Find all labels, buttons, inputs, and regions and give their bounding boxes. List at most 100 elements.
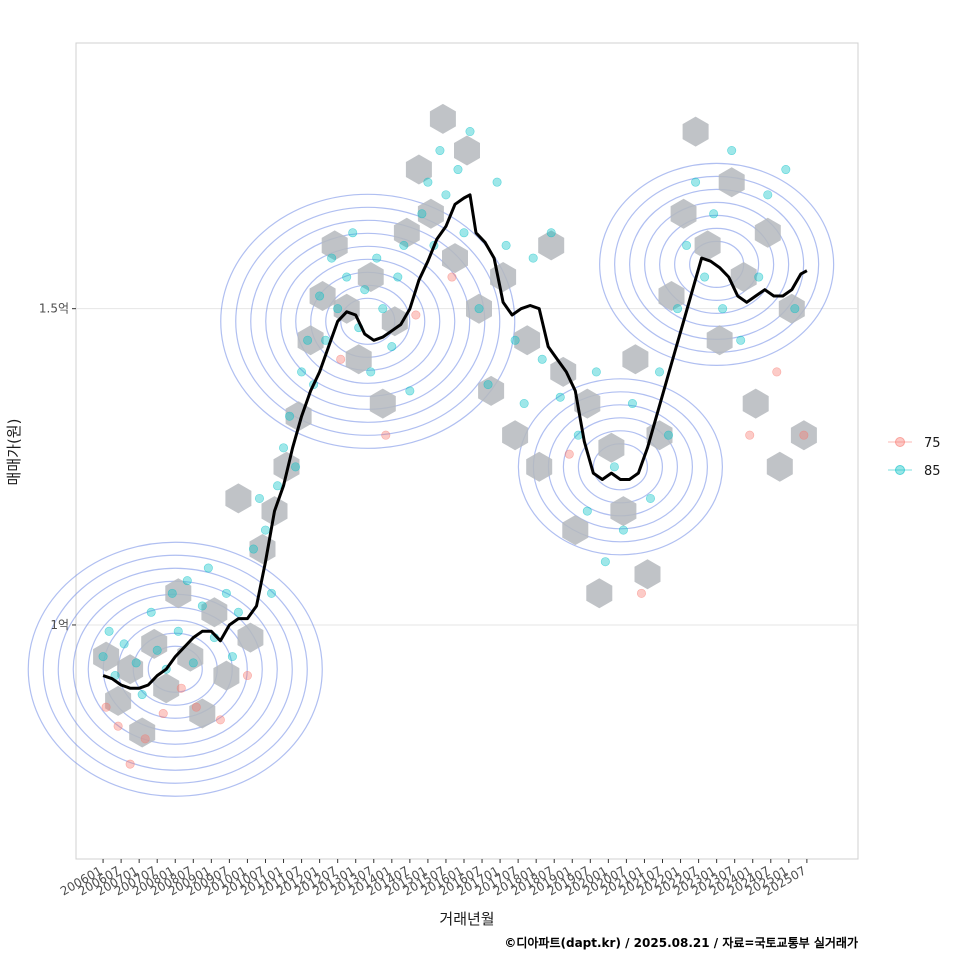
hexbin-cell: [658, 281, 685, 311]
hexbin-cell: [634, 559, 661, 590]
hexbin-cell: [141, 628, 168, 659]
legend: 75 85: [888, 436, 941, 479]
point-85: [152, 645, 162, 655]
hexbin-cell: [538, 230, 565, 261]
point-85: [582, 506, 592, 516]
point-75: [215, 715, 225, 725]
point-85: [378, 304, 388, 314]
point-75: [101, 702, 111, 712]
point-85: [366, 367, 376, 377]
point-85: [137, 690, 147, 700]
point-85: [197, 601, 207, 611]
point-85: [492, 177, 502, 187]
point-85: [618, 525, 628, 535]
hexbin-cell: [682, 116, 709, 147]
y-axis-title: 매매가(원): [5, 419, 23, 486]
point-85: [342, 272, 352, 282]
point-85: [435, 146, 445, 156]
point-85: [315, 291, 325, 301]
point-85: [537, 354, 547, 364]
point-75: [447, 272, 457, 282]
point-75: [336, 354, 346, 364]
point-75: [411, 310, 421, 320]
point-85: [348, 228, 358, 238]
hexbin-cell: [297, 325, 324, 356]
trend-line: [102, 193, 808, 690]
density-contour: [295, 258, 441, 384]
point-85: [188, 658, 198, 668]
point-85: [399, 240, 409, 250]
hexbin-cell: [562, 515, 589, 546]
hexbin-cell: [393, 217, 420, 248]
point-85: [423, 177, 433, 187]
hexbin-cell: [778, 293, 805, 324]
point-85: [627, 399, 637, 409]
point-85: [727, 146, 737, 156]
density-contour: [644, 201, 790, 327]
point-75: [242, 671, 252, 681]
legend-label: 75: [924, 436, 941, 451]
hexbin-cell: [706, 325, 733, 356]
point-85: [291, 462, 301, 472]
point-85: [546, 228, 556, 238]
density-contour: [220, 193, 516, 449]
density-contour: [42, 554, 308, 784]
density-contour: [599, 162, 835, 366]
point-85: [405, 386, 415, 396]
point-85: [173, 626, 183, 636]
point-85: [233, 607, 243, 617]
point-85: [387, 342, 397, 352]
point-85: [360, 285, 370, 295]
density-contour: [250, 219, 486, 423]
point-85: [254, 493, 264, 503]
hexbin-cell: [333, 293, 360, 324]
legend-label: 85: [924, 464, 941, 479]
scatter-points: [98, 127, 809, 769]
hexbin-cell: [273, 451, 300, 482]
point-85: [664, 430, 674, 440]
point-85: [790, 304, 800, 314]
point-85: [645, 493, 655, 503]
point-85: [119, 639, 129, 649]
point-85: [98, 652, 108, 662]
point-85: [483, 380, 493, 390]
point-85: [104, 626, 114, 636]
legend-key-point: [895, 465, 905, 475]
hexbin-cell: [225, 483, 252, 514]
density-contour: [235, 206, 501, 436]
density-contour: [57, 567, 293, 771]
hexbin-cell: [598, 432, 625, 463]
point-85: [555, 392, 565, 402]
hexbin-cell: [454, 135, 480, 166]
x-axis-title: 거래년월: [439, 910, 494, 928]
point-85: [700, 272, 710, 282]
point-85: [763, 190, 773, 200]
hexbin-cell: [93, 641, 120, 672]
point-85: [718, 304, 728, 314]
point-85: [248, 544, 258, 554]
hexbin-cell: [105, 685, 132, 716]
point-85: [781, 165, 791, 175]
hexbin-cell: [381, 306, 408, 337]
hexbin-cell: [405, 154, 432, 185]
point-85: [441, 190, 451, 200]
point-75: [158, 709, 168, 719]
point-85: [474, 304, 484, 314]
point-75: [113, 721, 123, 731]
point-85: [673, 304, 683, 314]
hexbin-cell: [742, 388, 769, 419]
point-75: [191, 702, 201, 712]
point-85: [709, 209, 719, 219]
point-85: [654, 367, 664, 377]
point-85: [182, 576, 192, 586]
hexbin-cell: [321, 230, 348, 261]
hexbin-cell: [201, 597, 228, 628]
point-85: [372, 253, 382, 263]
point-85: [609, 462, 619, 472]
y-tick-label: 1.5억: [39, 302, 69, 316]
point-85: [453, 165, 463, 175]
density-contour: [674, 227, 760, 301]
hexbin-cell: [586, 578, 613, 609]
point-85: [131, 658, 141, 668]
